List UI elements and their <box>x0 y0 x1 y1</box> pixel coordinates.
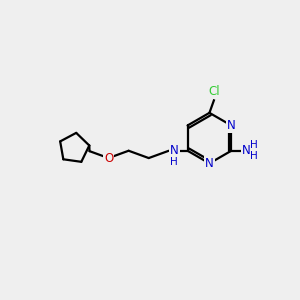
Text: H: H <box>250 140 257 150</box>
Text: N: N <box>170 144 178 157</box>
Text: H: H <box>170 157 178 167</box>
Text: Cl: Cl <box>208 85 220 98</box>
Text: N: N <box>242 144 250 157</box>
Text: H: H <box>250 151 257 161</box>
Text: N: N <box>205 157 214 170</box>
Text: O: O <box>104 152 113 165</box>
Text: N: N <box>227 119 236 132</box>
